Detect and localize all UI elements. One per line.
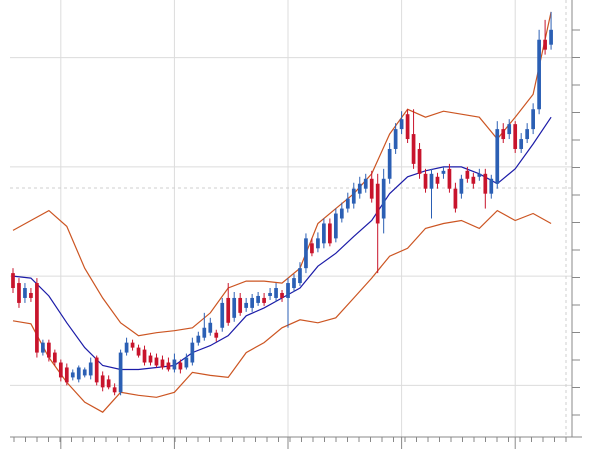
candle-body xyxy=(495,129,500,184)
candle-body xyxy=(268,292,272,296)
candle-body xyxy=(351,188,356,204)
candle-body xyxy=(178,362,183,370)
candle-body xyxy=(345,198,350,209)
candle-body xyxy=(190,342,195,363)
candle-body xyxy=(531,109,535,130)
band-line xyxy=(12,11,552,337)
candle-body xyxy=(369,178,374,199)
candle-body xyxy=(435,176,440,184)
candle-body xyxy=(202,327,207,338)
candle-body xyxy=(220,302,225,328)
candle-body xyxy=(41,342,45,353)
candle-body xyxy=(47,342,51,358)
candle-body xyxy=(17,283,21,303)
candle-body xyxy=(100,375,105,388)
candle-body xyxy=(262,297,266,303)
candle-body xyxy=(471,176,476,184)
candle-body xyxy=(23,288,27,298)
candle-body xyxy=(417,148,422,174)
candle-body xyxy=(483,173,488,194)
candle-body xyxy=(58,362,63,378)
candle-body xyxy=(250,297,254,308)
candle-body xyxy=(280,292,284,298)
candle-body xyxy=(52,352,57,363)
candle-body xyxy=(381,178,386,219)
candle-body xyxy=(106,379,111,388)
candle-body xyxy=(298,268,302,284)
candle-body xyxy=(232,297,237,318)
candle-body xyxy=(333,213,338,239)
candle-body xyxy=(447,168,452,189)
candle-body xyxy=(184,357,189,368)
candle-body xyxy=(405,114,410,140)
candle-body xyxy=(441,170,446,174)
candle-body xyxy=(549,29,553,45)
candle-body xyxy=(423,173,428,189)
candle-body xyxy=(244,302,249,308)
candle-body xyxy=(453,188,458,209)
candle-body xyxy=(357,183,362,194)
candle-body xyxy=(339,208,344,219)
candle-body xyxy=(489,178,494,194)
candle-body xyxy=(154,357,159,366)
candle-body xyxy=(64,367,69,383)
candle-body xyxy=(124,342,129,353)
candle-body xyxy=(465,170,470,179)
candle-body xyxy=(543,39,547,50)
candle-body xyxy=(238,297,243,313)
candle-body xyxy=(519,139,524,149)
candle-body xyxy=(226,297,231,323)
candle-body xyxy=(88,362,93,376)
candle-body xyxy=(214,332,219,338)
candle-body xyxy=(118,352,123,393)
candle-body xyxy=(375,183,380,224)
candle-body xyxy=(525,129,530,140)
candle-body xyxy=(256,295,260,303)
candle-body xyxy=(429,173,434,189)
candle-body xyxy=(94,357,99,383)
candle-body xyxy=(507,124,512,135)
candle-body xyxy=(11,273,15,289)
candle-body xyxy=(399,119,404,130)
band-line xyxy=(12,116,552,371)
candle-body xyxy=(160,359,165,368)
candle-body xyxy=(274,288,278,298)
candle-body xyxy=(70,372,75,378)
candle-body xyxy=(292,278,296,289)
candle-body xyxy=(393,129,398,149)
candle-body xyxy=(316,238,320,249)
candle-body xyxy=(513,124,518,149)
candle-body xyxy=(166,362,171,370)
candle-body xyxy=(387,148,392,179)
candle-body xyxy=(477,173,482,177)
candle-body xyxy=(76,367,81,380)
candle-body xyxy=(459,178,464,194)
candle-body xyxy=(29,292,33,298)
candle-body xyxy=(208,322,213,333)
candle-body xyxy=(172,359,177,370)
candle-body xyxy=(112,387,117,393)
candle-body xyxy=(136,347,141,356)
candle-body xyxy=(130,342,135,348)
candle-body xyxy=(142,349,147,363)
candle-body xyxy=(537,39,541,110)
candle-body xyxy=(328,223,332,244)
candle-body xyxy=(501,129,506,140)
candle-body xyxy=(196,335,201,343)
candle-body xyxy=(322,223,326,244)
candle-body xyxy=(310,243,314,254)
candle-body xyxy=(411,134,416,164)
candle-body xyxy=(286,283,290,298)
band-line xyxy=(12,209,552,413)
candle-body xyxy=(304,238,308,269)
candle-body xyxy=(148,355,153,363)
candle-body xyxy=(82,369,87,376)
candle-body xyxy=(35,283,39,353)
candle-body xyxy=(363,178,368,189)
